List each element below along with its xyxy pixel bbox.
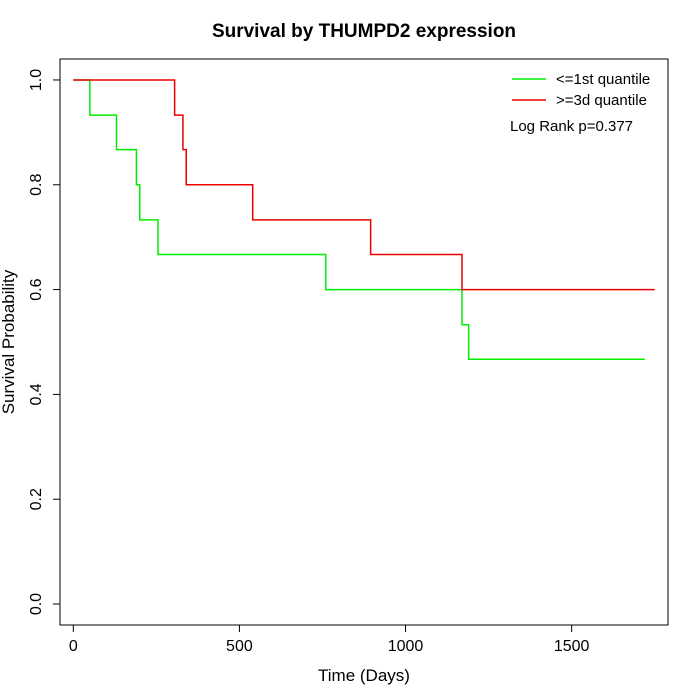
- x-tick-label: 500: [226, 638, 253, 655]
- log-rank-annotation: Log Rank p=0.377: [510, 118, 633, 135]
- y-tick-label: 0.6: [28, 278, 45, 300]
- y-tick-label: 1.0: [28, 69, 45, 91]
- x-tick-label: 0: [69, 638, 78, 655]
- chart-title: Survival by THUMPD2 expression: [212, 21, 516, 42]
- y-axis-title: Survival Probability: [0, 269, 18, 414]
- legend-label-low: <=1st quantile: [556, 71, 650, 88]
- x-tick-label: 1000: [388, 638, 424, 655]
- y-tick-label: 0.8: [28, 174, 45, 196]
- x-axis-title: Time (Days): [318, 666, 410, 685]
- legend: <=1st quantile >=3d quantile: [512, 71, 650, 109]
- legend-label-high: >=3d quantile: [556, 92, 647, 109]
- x-tick-label: 1500: [554, 638, 590, 655]
- series-layer: [73, 79, 655, 361]
- y-tick-label: 0.0: [28, 593, 45, 615]
- y-axis: 0.0 0.2 0.4 0.6 0.8 1.0: [28, 69, 61, 615]
- series-line-low-quantile: [73, 79, 645, 361]
- y-tick-label: 0.4: [28, 383, 45, 405]
- x-axis: 0 500 1000 1500: [69, 624, 590, 655]
- series-line-high-quantile: [73, 79, 655, 291]
- y-tick-label: 0.2: [28, 488, 45, 510]
